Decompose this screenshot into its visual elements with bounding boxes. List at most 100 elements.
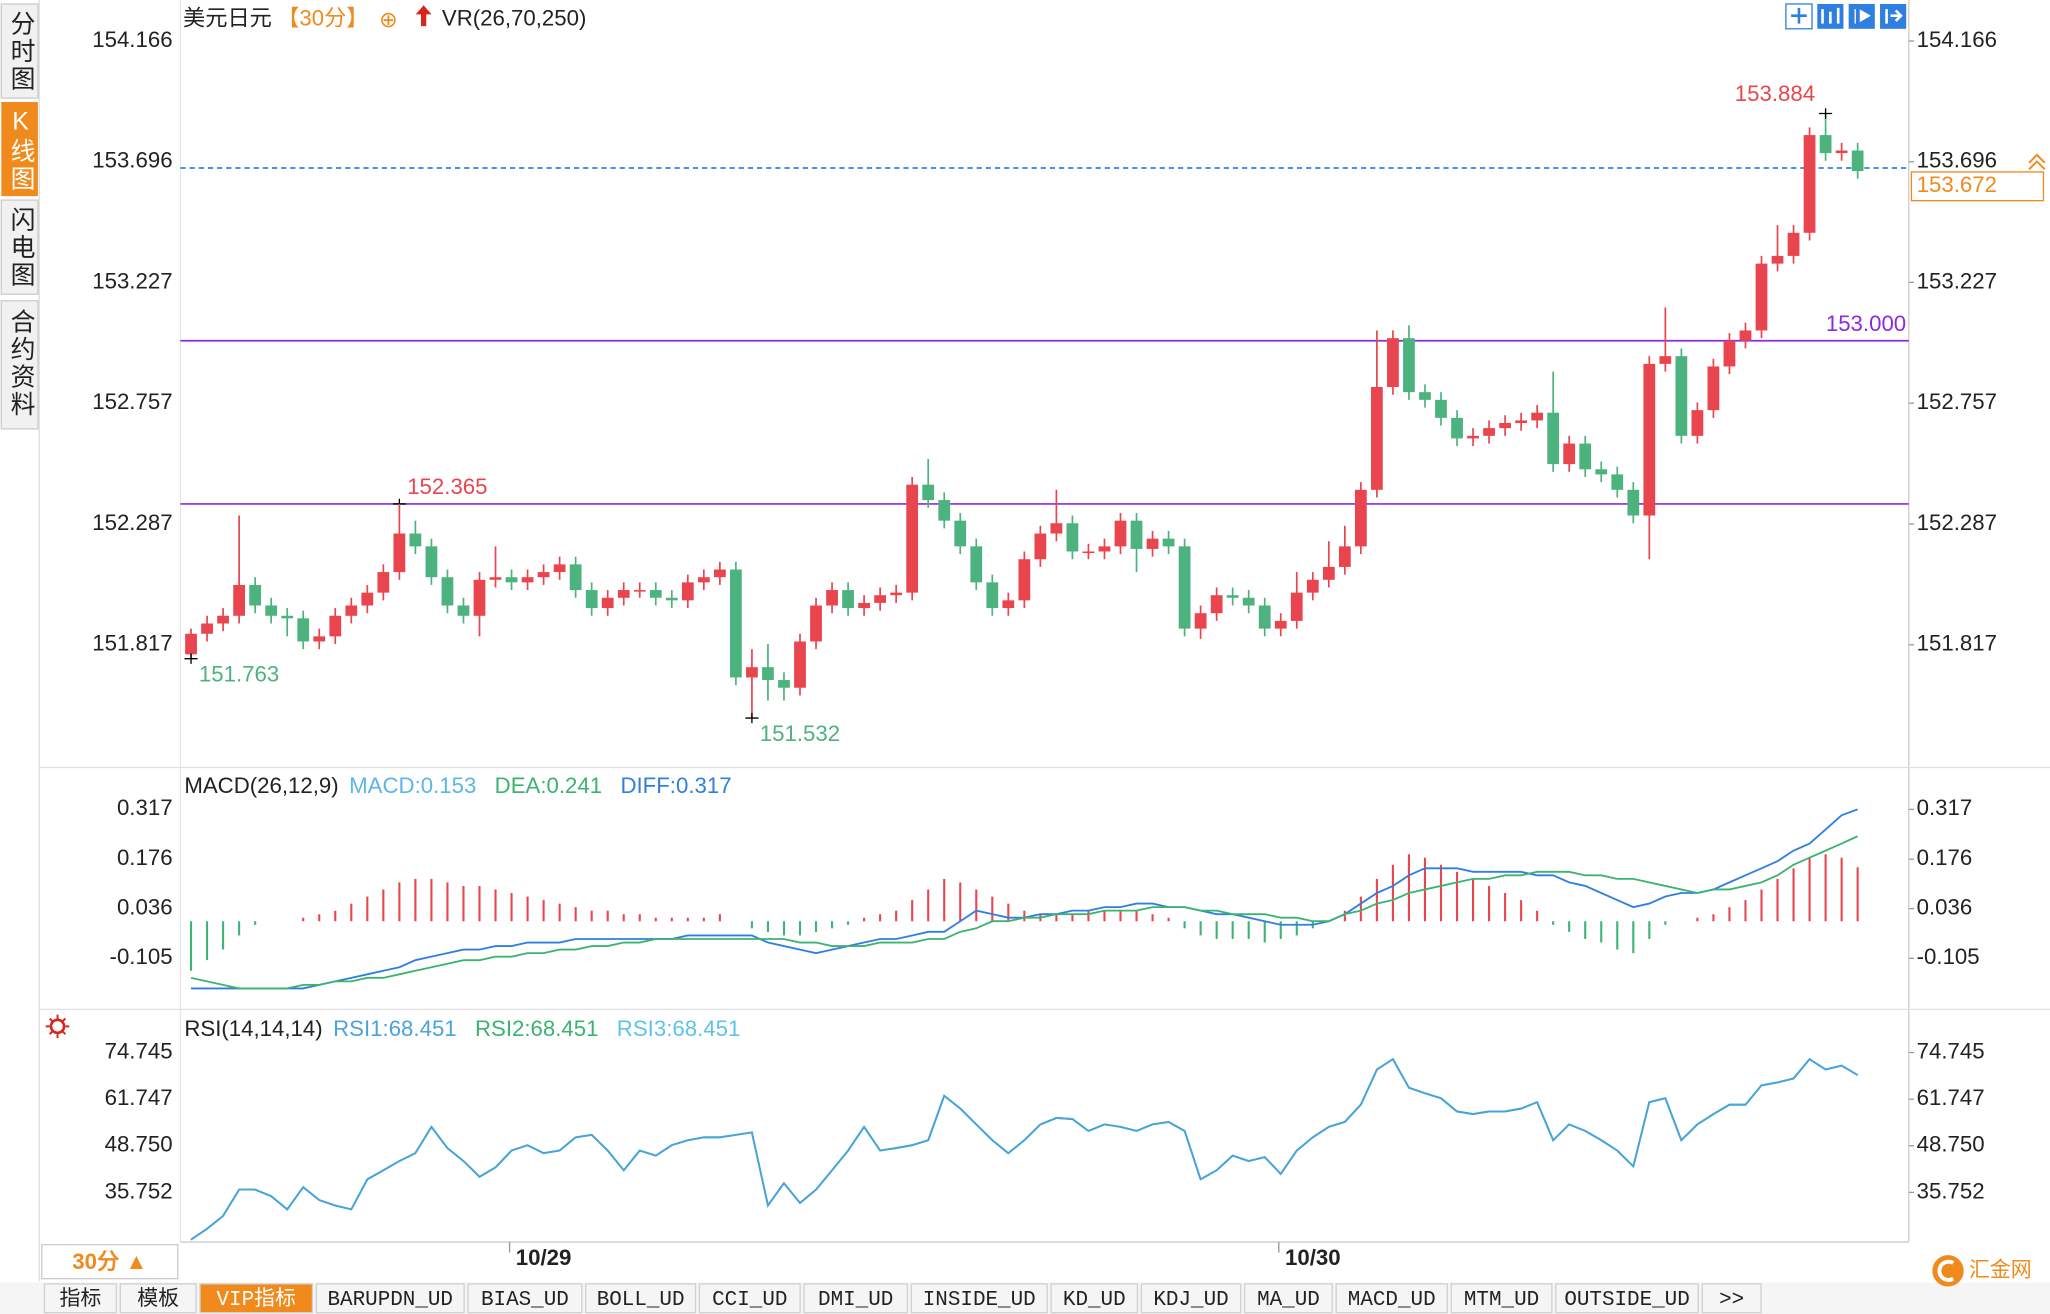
y-tick-label-left: 35.752: [105, 1178, 173, 1203]
candle-body: [1338, 546, 1351, 567]
tab[interactable]: [698, 1283, 801, 1314]
candle-body: [842, 590, 854, 609]
y-tick-label-left: 153.227: [92, 268, 172, 293]
tab-label[interactable]: MA_UD: [1257, 1289, 1320, 1312]
period: 【30分】: [277, 6, 368, 31]
tab-label[interactable]: CCI_UD: [712, 1289, 787, 1312]
tab-label[interactable]: 指标: [59, 1287, 101, 1312]
candle-body: [1226, 595, 1239, 598]
y-tick-label-left: 151.817: [92, 631, 172, 656]
tab[interactable]: [1555, 1283, 1699, 1314]
add-button[interactable]: ⊕: [379, 7, 398, 32]
y-tick-label-right: 48.750: [1917, 1132, 1985, 1157]
tab-label[interactable]: BIAS_UD: [481, 1289, 569, 1312]
candle-body: [1050, 523, 1063, 534]
tab[interactable]: [910, 1283, 1048, 1314]
candle-body: [1130, 520, 1143, 549]
candle-body: [1162, 538, 1175, 547]
candle-body: [1643, 363, 1656, 516]
sidebar-tab[interactable]: [0, 3, 39, 99]
y-tick-label-left: 61.747: [105, 1085, 173, 1110]
tab[interactable]: [1050, 1283, 1139, 1314]
sidebar-label[interactable]: K线图: [7, 109, 34, 194]
candle-body: [649, 590, 662, 598]
tab[interactable]: [467, 1283, 583, 1314]
candle-body: [1002, 600, 1015, 609]
tab[interactable]: [1243, 1283, 1333, 1314]
tab[interactable]: [1140, 1283, 1242, 1314]
settings-icon[interactable]: [49, 1018, 66, 1035]
candle-body: [1547, 412, 1560, 465]
tab-label[interactable]: MTM_UD: [1464, 1289, 1539, 1312]
tab[interactable]: [119, 1283, 197, 1314]
sidebar-tab[interactable]: [0, 300, 39, 430]
tab-label[interactable]: VIP指标: [217, 1287, 296, 1312]
tab[interactable]: [1450, 1283, 1553, 1314]
candle-body: [1371, 387, 1383, 490]
tab-label[interactable]: BARUPDN_UD: [328, 1289, 453, 1312]
tab[interactable]: [315, 1283, 465, 1314]
candle-body: [1707, 366, 1720, 411]
candle-body: [922, 484, 935, 501]
sidebar-label[interactable]: 分时图: [7, 10, 34, 93]
indicator-line: [190, 835, 1859, 990]
candle-body: [1723, 340, 1736, 367]
tab[interactable]: [803, 1283, 908, 1314]
candle-body: [1066, 523, 1079, 552]
candle-body: [1178, 546, 1191, 629]
candle-body: [762, 667, 774, 681]
indicator-title: MACD(26,12,9): [184, 773, 338, 798]
candle-body: [858, 602, 870, 609]
extreme-label: 151.532: [760, 721, 840, 746]
tab-label[interactable]: MACD_UD: [1348, 1289, 1436, 1312]
tab[interactable]: [585, 1283, 697, 1314]
tab[interactable]: [199, 1283, 314, 1314]
sidebar-label[interactable]: 闪电图: [7, 206, 34, 289]
tab-label[interactable]: KDJ_UD: [1153, 1289, 1228, 1312]
candle-body: [1306, 579, 1319, 593]
candle-body: [1803, 135, 1816, 233]
sidebar-label[interactable]: 合约资料: [7, 308, 35, 418]
tab-label[interactable]: 模板: [137, 1287, 179, 1312]
y-tick-label-right: 153.227: [1917, 268, 1997, 293]
candle-body: [537, 572, 550, 578]
tab[interactable]: [43, 1283, 118, 1314]
candle-body: [489, 577, 502, 580]
sidebar-tab[interactable]: [0, 199, 39, 295]
candle-body: [1435, 399, 1447, 418]
tab-label[interactable]: INSIDE_UD: [923, 1289, 1036, 1312]
sidebar-tab-active[interactable]: [1, 102, 38, 197]
candle-body: [345, 605, 358, 616]
candle-body: [713, 569, 726, 578]
period-button-label[interactable]: 30分 ▲: [72, 1249, 147, 1274]
candle-body: [986, 582, 999, 609]
tab[interactable]: [1335, 1283, 1448, 1314]
tab-label[interactable]: OUTSIDE_UD: [1564, 1289, 1689, 1312]
candle-body: [1146, 538, 1159, 549]
legend-entry: DIFF:0.317: [620, 773, 731, 798]
candle-body: [681, 582, 694, 601]
marker-cross: [184, 653, 198, 664]
tab-label[interactable]: DMI_UD: [818, 1289, 893, 1312]
marker-cross: [745, 712, 759, 724]
tool-icon: [1854, 9, 1871, 24]
candle-body: [938, 500, 951, 521]
candle-body: [313, 636, 326, 642]
candle-body: [1194, 613, 1207, 629]
tab-label[interactable]: >>: [1719, 1289, 1744, 1312]
x-tick-label: 10/29: [516, 1245, 572, 1270]
tab-label[interactable]: BOLL_UD: [597, 1289, 685, 1312]
tab-label[interactable]: KD_UD: [1063, 1289, 1126, 1312]
candle-body: [1531, 412, 1544, 421]
period-button[interactable]: [41, 1244, 179, 1280]
candle-body: [1819, 135, 1832, 154]
y-tick-label-right: 153.696: [1917, 148, 1997, 173]
tool-icon: [1791, 7, 1807, 24]
tab[interactable]: [1701, 1283, 1762, 1314]
indicator-icon: [415, 5, 432, 27]
candle-body: [377, 572, 390, 593]
last-price-label: 153.672: [1917, 172, 1997, 197]
candle-body: [1739, 330, 1752, 341]
candle-body: [970, 546, 983, 583]
indicator-line: [190, 1057, 1859, 1241]
